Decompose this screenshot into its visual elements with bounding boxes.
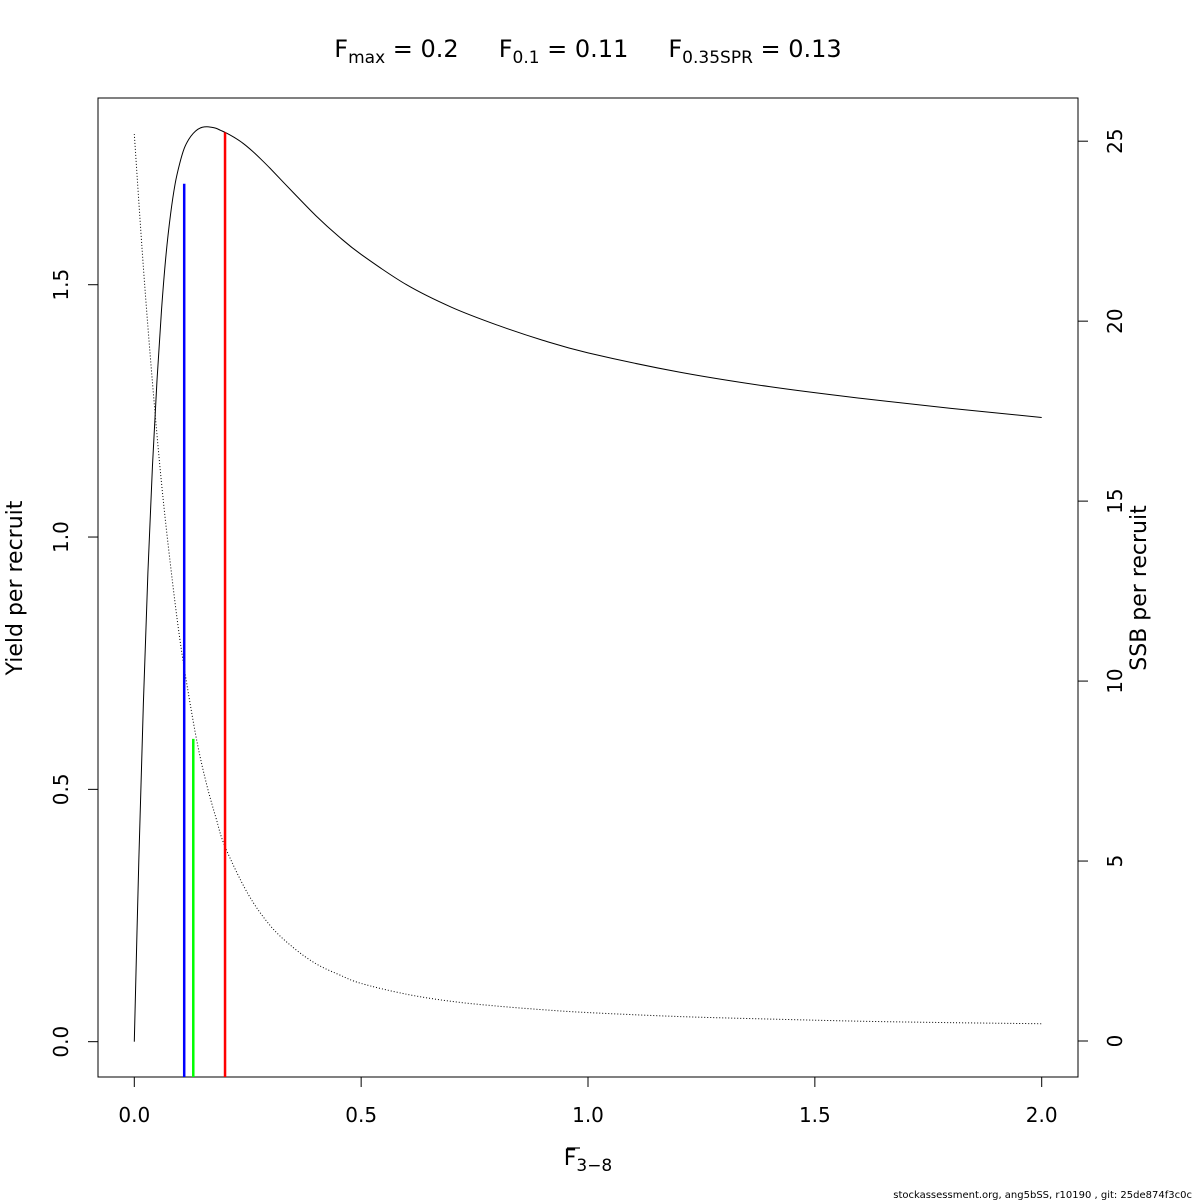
ssb-per-recruit-line <box>133 133 1042 1025</box>
y-tick-label: 0.0 <box>49 1026 73 1058</box>
x-tick-label: 0.5 <box>345 1103 377 1127</box>
plot-frame <box>97 97 1079 1078</box>
x-tick-label: 0.0 <box>118 1103 150 1127</box>
y2-axis-title: SSB per recruit <box>1127 505 1152 671</box>
title-fmax-sub: max <box>348 48 385 68</box>
reference-lines <box>182 132 227 1077</box>
y2-tick-label: 0 <box>1103 1035 1127 1048</box>
footer-text: stockassessment.org, ang5bSS, r10190 , g… <box>893 1190 1192 1200</box>
y-axis-title: Yield per recruit <box>3 500 28 676</box>
x-tick-label: 2.0 <box>1026 1103 1058 1127</box>
x-axis-title-main: F <box>564 1146 577 1171</box>
x-axis-title-sub: 3−8 <box>576 1156 612 1176</box>
y2-tick-label: 25 <box>1103 128 1127 153</box>
yield-per-recruit-line <box>133 126 1042 1042</box>
y2-tick-label: 20 <box>1103 308 1127 333</box>
title-fmax-value: = 0.2 <box>385 35 459 63</box>
title-fspr-sub: 0.35SPR <box>682 48 753 68</box>
x-axis-title: F3−8 <box>564 1146 613 1176</box>
x-axis: 0.0 0.5 1.0 1.5 2.0 <box>118 1076 1058 1127</box>
series-layer <box>133 126 1042 1042</box>
title-fspr-value: = 0.13 <box>753 35 842 63</box>
y2-tick-label: 15 <box>1103 488 1127 513</box>
title-fspr-main: F <box>668 35 682 63</box>
y2-tick-label: 10 <box>1103 668 1127 693</box>
chart-title: Fmax = 0.2 F0.1 = 0.11 F0.35SPR = 0.13 <box>334 35 841 68</box>
title-fmax-main: F <box>334 35 348 63</box>
y-tick-label: 1.0 <box>49 521 73 553</box>
y-tick-label: 1.5 <box>49 269 73 301</box>
title-f01-main: F <box>499 35 513 63</box>
y-axis-left: 0.0 0.5 1.0 1.5 <box>49 269 99 1058</box>
title-f01-sub: 0.1 <box>513 48 540 68</box>
title-f01-value: = 0.11 <box>540 35 629 63</box>
y-axis-right: 0 5 10 15 20 25 <box>1077 128 1127 1048</box>
x-tick-label: 1.5 <box>799 1103 831 1127</box>
x-tick-label: 1.0 <box>572 1103 604 1127</box>
y2-tick-label: 5 <box>1103 855 1127 868</box>
y-tick-label: 0.5 <box>49 773 73 805</box>
